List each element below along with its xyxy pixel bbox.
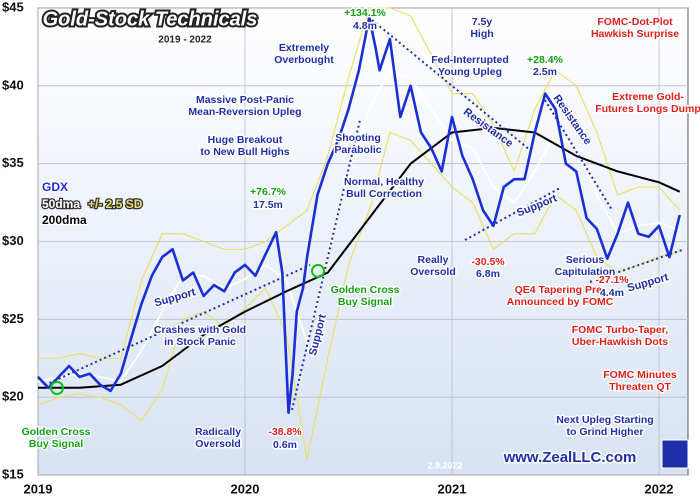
annotation: Buy Signal <box>338 296 392 308</box>
annotation: FOMC-Dot-Plot <box>597 16 673 28</box>
annotation: Huge Breakout <box>208 134 283 146</box>
annotation: FOMC Turbo-Taper, <box>572 324 669 336</box>
series-line <box>37 69 681 383</box>
annotation: +134.1% <box>344 7 386 19</box>
annotation: in Stock Panic <box>164 336 236 348</box>
lines <box>37 7 683 460</box>
annotation: +28.4% <box>527 54 564 66</box>
chart-subtitle: 2019 - 2022 <box>158 35 212 46</box>
annotation: Uber-Hawkish Dots <box>572 336 668 348</box>
annotation: 4.4m <box>600 287 624 299</box>
annotation: +76.7% <box>250 186 287 198</box>
grid <box>37 7 688 476</box>
annotation: Golden Cross <box>22 426 91 438</box>
annotation: -27.1% <box>595 274 629 286</box>
x-tick-label: 2021 <box>438 481 467 496</box>
series-line <box>38 126 681 389</box>
trend-line <box>371 19 531 151</box>
legend-label: +/- 2.5 SD <box>88 197 143 211</box>
annotation: Overbought <box>274 54 334 66</box>
y-tick-label: $15 <box>2 466 24 481</box>
golden-cross-marker <box>50 381 64 395</box>
golden-cross-marker <box>311 264 325 278</box>
website: www.ZealLLC.com <box>503 449 637 466</box>
logo <box>661 439 689 469</box>
legend-label: GDX <box>42 180 68 194</box>
legend-label: 200dma <box>42 213 87 227</box>
annotation: High <box>470 28 493 40</box>
trend-line <box>44 264 311 386</box>
annotation: Capitulation <box>555 266 616 278</box>
x-tick-label: 2022 <box>645 481 674 496</box>
annotation: 6.8m <box>476 268 500 280</box>
x-tick-label: 2020 <box>231 481 260 496</box>
annotation: Young Upleg <box>438 66 502 78</box>
annotation: Oversold <box>195 438 241 450</box>
y-tick-label: $25 <box>2 311 24 326</box>
annotation: Parabolic <box>334 144 381 156</box>
y-tick-label: $30 <box>2 233 24 248</box>
x-tick-label: 2019 <box>24 481 53 496</box>
annotation: Next Upleg Starting <box>556 414 653 426</box>
annotation: to Grind Higher <box>567 426 644 438</box>
series-line <box>38 7 681 359</box>
legend-label: 50dma <box>42 197 80 211</box>
y-tick-label: $40 <box>2 77 24 92</box>
annotation: to New Bull Highs <box>200 146 289 158</box>
trend-line <box>464 187 561 241</box>
annotation: 7.5y <box>472 16 493 28</box>
y-tick-label: $35 <box>2 155 24 170</box>
annotation: Buy Signal <box>29 438 83 450</box>
annotation: Mean-Reversion Upleg <box>188 106 301 118</box>
annotation: FOMC Minutes <box>603 369 677 381</box>
annotation: Announced by FOMC <box>507 296 614 308</box>
annotation: -30.5% <box>471 256 505 268</box>
annotation: Radically <box>195 426 241 438</box>
annotation: Golden Cross <box>331 284 400 296</box>
annotation: Bull Correction <box>346 188 422 200</box>
annotation: Shooting <box>335 132 381 144</box>
annotation: Normal, Healthy <box>344 176 424 188</box>
date-note: 2.9.2022 <box>427 460 462 470</box>
chart-title: Gold-Stock Technicals <box>43 8 258 30</box>
y-tick-label: $20 <box>2 389 24 404</box>
annotation: Extreme Gold- <box>612 91 684 103</box>
annotation: -38.8% <box>268 426 302 438</box>
annotation: Extremely <box>279 42 329 54</box>
annotation: Really <box>418 254 449 266</box>
annotation: Fed-Interrupted <box>431 54 509 66</box>
annotation: Crashes with Gold <box>154 324 246 336</box>
series-line <box>37 131 680 460</box>
annotation: Massive Post-Panic <box>196 94 294 106</box>
annotation: 4.8m <box>353 20 377 32</box>
trend-line <box>589 249 683 283</box>
annotation: QE4 Tapering Pre- <box>515 284 606 296</box>
annotation: 2.5m <box>533 66 557 78</box>
annotation: Hawkish Surprise <box>591 28 679 40</box>
annotation: 0.6m <box>273 439 297 451</box>
annotation: Oversold <box>410 266 456 278</box>
y-tick-label: $45 <box>2 0 24 14</box>
annotation: Threaten QT <box>609 381 671 393</box>
annotation: 17.5m <box>253 199 283 211</box>
series-line <box>37 15 681 415</box>
annotation: Futures Longs Dump <box>595 103 700 115</box>
annotation: Serious <box>566 254 605 266</box>
trend-line <box>544 99 613 211</box>
